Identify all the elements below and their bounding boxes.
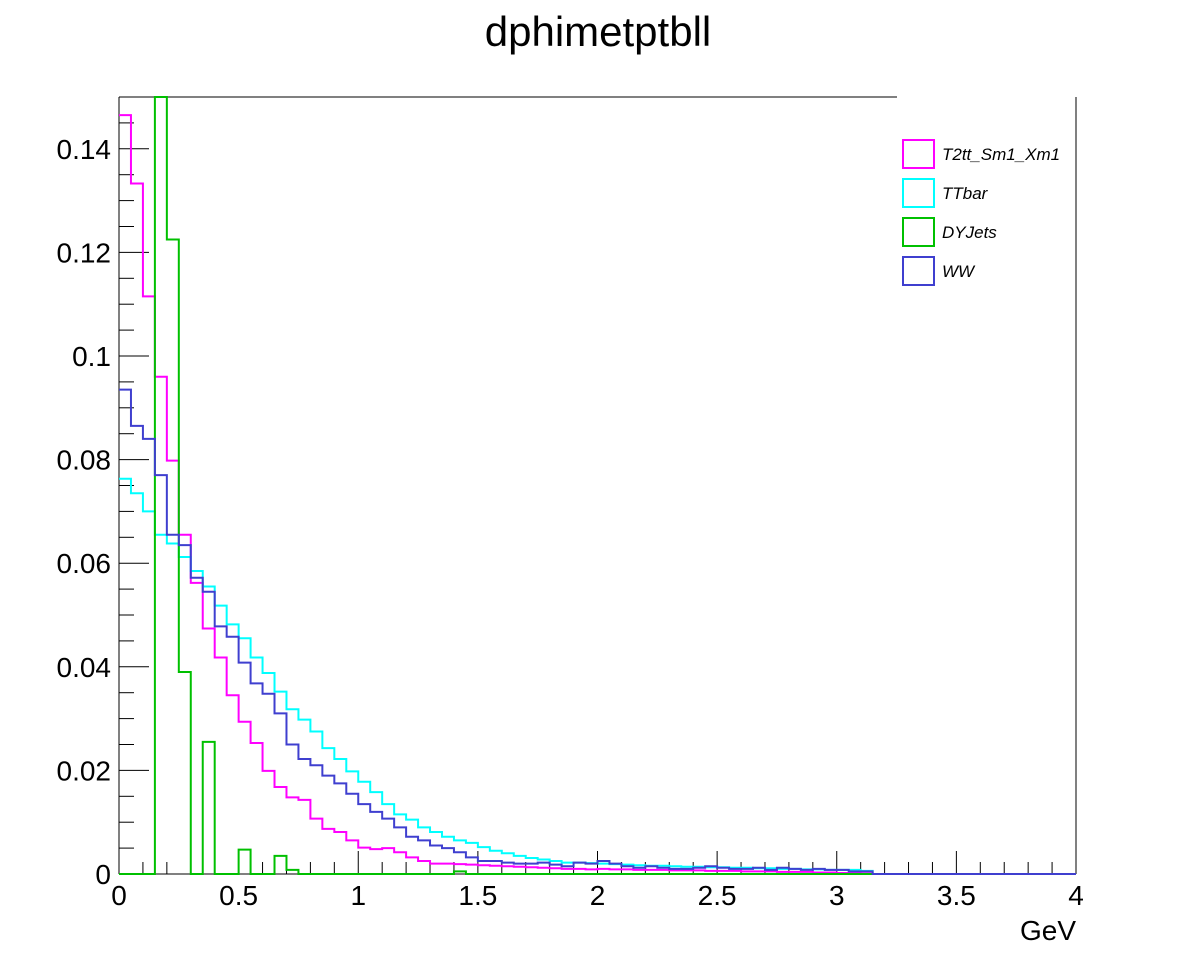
x-tick-label: 1.5	[458, 880, 497, 911]
y-tick-label: 0.08	[57, 445, 112, 476]
x-tick-label: 3.5	[937, 880, 976, 911]
y-tick-label: 0.02	[57, 755, 112, 786]
legend-swatch-ww	[902, 256, 935, 286]
series-layer	[119, 96, 1076, 875]
legend-label-dyjets: DYJets	[942, 223, 997, 242]
legend: T2tt_Sm1_Xm1 TTbar DYJets WW	[902, 139, 1060, 286]
y-tick-label: 0	[95, 859, 111, 890]
y-tick-label: 0.06	[57, 548, 112, 579]
y-tick-label: 0.12	[57, 237, 112, 268]
legend-swatch-dyjets	[902, 217, 935, 247]
x-axis: 0 0.5 1 1.5 2 2.5 3 3.5 4	[111, 851, 1084, 911]
x-tick-label: 1	[350, 880, 366, 911]
y-tick-label: 0.14	[57, 134, 112, 165]
legend-label-ww: WW	[942, 262, 976, 281]
x-tick-label: 0.5	[219, 880, 258, 911]
series-line-ttbar	[119, 477, 1076, 875]
x-tick-label: 2.5	[698, 880, 737, 911]
series-line-ww	[119, 388, 1076, 875]
x-axis-title: GeV	[1020, 915, 1076, 946]
legend-label-t2tt-sm1-xm1: T2tt_Sm1_Xm1	[942, 145, 1060, 164]
x-tick-label: 2	[590, 880, 606, 911]
x-tick-label: 0	[111, 880, 127, 911]
y-tick-label: 0.04	[57, 652, 112, 683]
x-tick-label: 4	[1068, 880, 1084, 911]
y-tick-label: 0.1	[72, 341, 111, 372]
legend-swatch-ttbar	[902, 178, 935, 208]
legend-swatch-t2tt-sm1-xm1	[902, 139, 935, 169]
chart-title: dphimetptbll	[485, 8, 711, 55]
legend-label-ttbar: TTbar	[942, 184, 989, 203]
x-tick-label: 3	[829, 880, 845, 911]
series-line-t2tt-sm1-xm1	[119, 114, 1076, 875]
